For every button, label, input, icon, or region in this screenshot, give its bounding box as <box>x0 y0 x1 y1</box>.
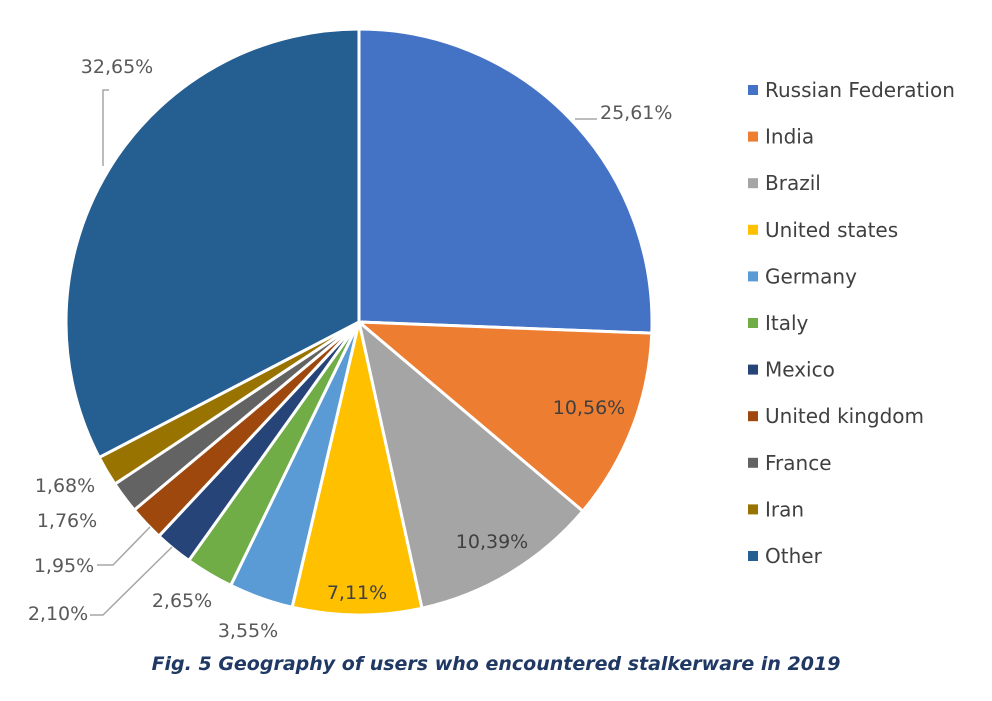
legend-swatch-india <box>748 131 758 142</box>
legend-swatch-brazil <box>748 178 758 189</box>
pie-slices <box>64 27 654 617</box>
legend-swatch-united-kingdom <box>748 411 758 422</box>
figure-caption: Fig. 5 Geography of users who encountere… <box>151 653 841 675</box>
legend-label-iran: Iran <box>765 497 804 521</box>
legend-label-france: France <box>765 451 832 475</box>
legend-item-united-states: United states <box>748 218 898 242</box>
slice-india <box>357 320 654 513</box>
data-label-germany: 3,55% <box>218 620 278 642</box>
legend-swatch-germany <box>748 271 758 282</box>
data-label-russian-federation: 25,61% <box>600 102 672 124</box>
legend-item-germany: Germany <box>748 264 857 288</box>
data-label-united-kingdom: 1,95% <box>34 555 94 577</box>
legend-swatch-russian-federation <box>748 85 758 95</box>
data-labels: 25,61% 10,56% 10,39% 7,11% 3,55% 2,65% 2,10% 1,… <box>28 56 673 642</box>
legend-label-united-kingdom: United kingdom <box>765 404 924 428</box>
legend-swatch-iran <box>748 504 758 515</box>
legend-swatch-mexico <box>748 364 758 375</box>
legend-item-brazil: Brazil <box>748 171 821 195</box>
legend-label-other: Other <box>765 544 823 568</box>
data-label-iran: 1,68% <box>35 475 95 497</box>
legend-swatch-other <box>748 551 758 561</box>
data-label-india: 10,56% <box>553 397 625 419</box>
data-label-brazil: 10,39% <box>456 531 528 553</box>
legend-label-italy: Italy <box>765 311 809 335</box>
legend-label-mexico: Mexico <box>765 358 835 382</box>
legend-swatch-united-states <box>748 224 758 235</box>
leader-line-mexico <box>90 546 173 616</box>
data-label-france: 1,76% <box>37 510 97 532</box>
leader-lines <box>90 89 597 616</box>
legend-label-brazil: Brazil <box>765 171 821 195</box>
legend: Russian Federation India Brazil United stat… <box>748 78 955 568</box>
legend-label-germany: Germany <box>765 264 857 288</box>
leader-line-united-kingdom <box>97 526 151 566</box>
data-label-other: 32,65% <box>81 56 153 78</box>
legend-item-india: India <box>748 125 814 149</box>
legend-item-france: France <box>748 451 832 475</box>
data-label-united-states: 7,11% <box>327 582 387 604</box>
legend-item-united-kingdom: United kingdom <box>748 404 924 428</box>
legend-label-united-states: United states <box>765 218 898 242</box>
slice-united-states <box>290 320 424 617</box>
legend-swatch-france <box>748 457 758 468</box>
legend-item-italy: Italy <box>748 311 809 335</box>
leader-line-other <box>102 89 109 166</box>
legend-item-mexico: Mexico <box>748 358 835 382</box>
slice-brazil <box>357 320 585 610</box>
legend-item-russian-federation: Russian Federation <box>748 78 955 102</box>
legend-swatch-italy <box>748 318 758 328</box>
legend-label-russian-federation: Russian Federation <box>765 78 955 102</box>
pie-chart: 25,61% 10,56% 10,39% 7,11% 3,55% 2,65% 2,10% 1,… <box>28 27 955 642</box>
slice-other <box>64 27 361 459</box>
slice-russian-federation <box>357 27 654 335</box>
data-label-mexico: 2,10% <box>28 603 88 625</box>
legend-item-iran: Iran <box>748 497 804 521</box>
legend-label-india: India <box>765 125 814 149</box>
data-label-italy: 2,65% <box>152 590 212 612</box>
legend-item-other: Other <box>748 544 823 568</box>
